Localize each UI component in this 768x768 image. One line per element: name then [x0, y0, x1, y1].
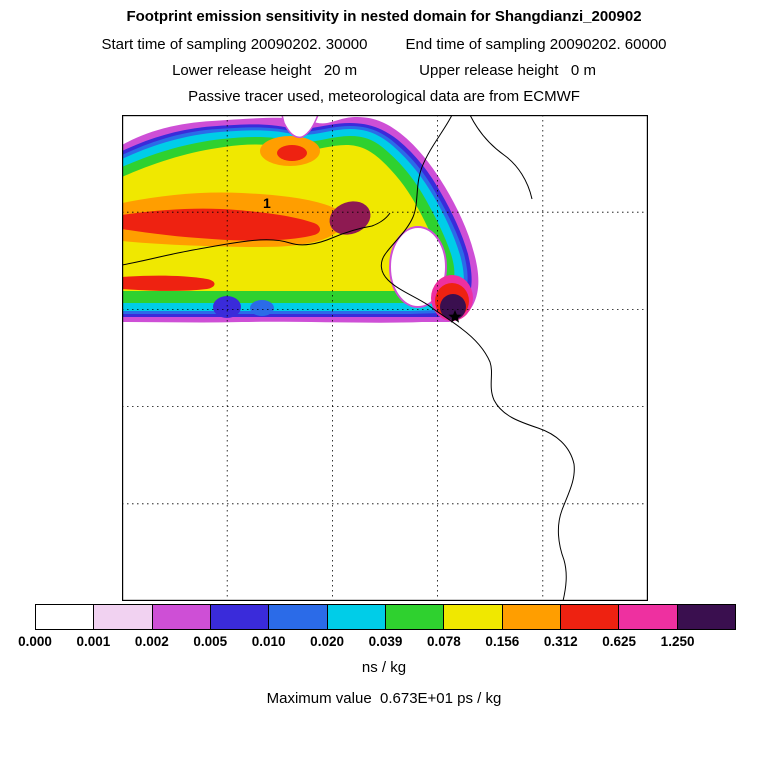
colorbar-tick-labels: 0.000 0.001 0.002 0.005 0.010 0.020 0.039 0.078…	[18, 634, 736, 652]
release-site-star-icon	[448, 310, 462, 323]
map-panel: 1	[121, 114, 648, 602]
colorbar-tick-label: 0.625	[602, 634, 637, 649]
upper-release-height-text: Upper release height 0 m	[419, 62, 596, 79]
colorbar-cell	[560, 605, 620, 629]
colorbar-tick-label: 1.250	[660, 634, 695, 649]
colorbar-cell	[327, 605, 386, 629]
colorbar-tick-label: 0.000	[18, 634, 52, 649]
colorbar-unit-label: ns / kg	[361, 659, 407, 676]
colorbar-tick-label: 0.039	[368, 634, 403, 649]
coastline-bohai	[380, 114, 575, 602]
colorbar-cell	[502, 605, 561, 629]
sampling-times-line: Start time of sampling 20090202. 30000 E…	[0, 36, 768, 53]
colorbar-cell	[94, 605, 153, 629]
colorbar-cell	[152, 605, 211, 629]
colorbar-cell	[36, 605, 95, 629]
plume-red-lower-streak	[122, 275, 215, 291]
nested-domain-label: 1	[263, 195, 271, 211]
coastline-peninsula	[469, 114, 533, 200]
colorbar-tick-label: 0.010	[251, 634, 286, 649]
sampling-start-text: Start time of sampling 20090202. 30000	[101, 36, 368, 53]
colorbar-cell	[385, 605, 445, 629]
plume-crimson-blob	[329, 201, 371, 235]
colorbar-cell	[619, 605, 678, 629]
plume-white-notch	[389, 226, 447, 308]
colorbar-cell	[677, 605, 735, 629]
colorbar-tick-label: 0.001	[76, 634, 111, 649]
colorbar-tick-label: 0.020	[310, 634, 344, 649]
plume-red-top-spot	[277, 145, 307, 161]
plume-top-notch	[281, 114, 320, 139]
colorbar-cell	[269, 605, 328, 629]
map-svg: 1	[121, 114, 648, 602]
colorbar-cell	[210, 605, 270, 629]
colorbar	[35, 604, 736, 630]
colorbar-cell	[444, 605, 503, 629]
graticule	[122, 115, 648, 601]
figure-title: Footprint emission sensitivity in nested…	[126, 8, 642, 25]
max-value-label: Maximum value 0.673E+01 ps / kg	[266, 690, 502, 707]
tail-end-dark-purple-core	[440, 294, 466, 320]
plume-bottom-blue-patch	[250, 300, 274, 316]
tracer-line: Passive tracer used, meteorological data…	[0, 88, 768, 105]
plume-bottom-purple-patch	[213, 296, 241, 318]
tracer-text: Passive tracer used, meteorological data…	[188, 88, 580, 105]
inland-boundary	[121, 212, 391, 266]
colorbar-tick-label: 0.156	[485, 634, 520, 649]
colorbar-tick-label: 0.002	[134, 634, 169, 649]
colorbar-tick-label: 0.078	[427, 634, 461, 649]
sampling-end-text: End time of sampling 20090202. 60000	[405, 36, 667, 53]
plume-red-streak	[122, 208, 320, 241]
map-border	[122, 115, 648, 601]
lower-release-height-text: Lower release height 20 m	[172, 62, 358, 79]
release-heights-line: Lower release height 20 m Upper release …	[0, 62, 768, 79]
colorbar-tick-label: 0.312	[543, 634, 578, 649]
colorbar-tick-label: 0.005	[193, 634, 228, 649]
